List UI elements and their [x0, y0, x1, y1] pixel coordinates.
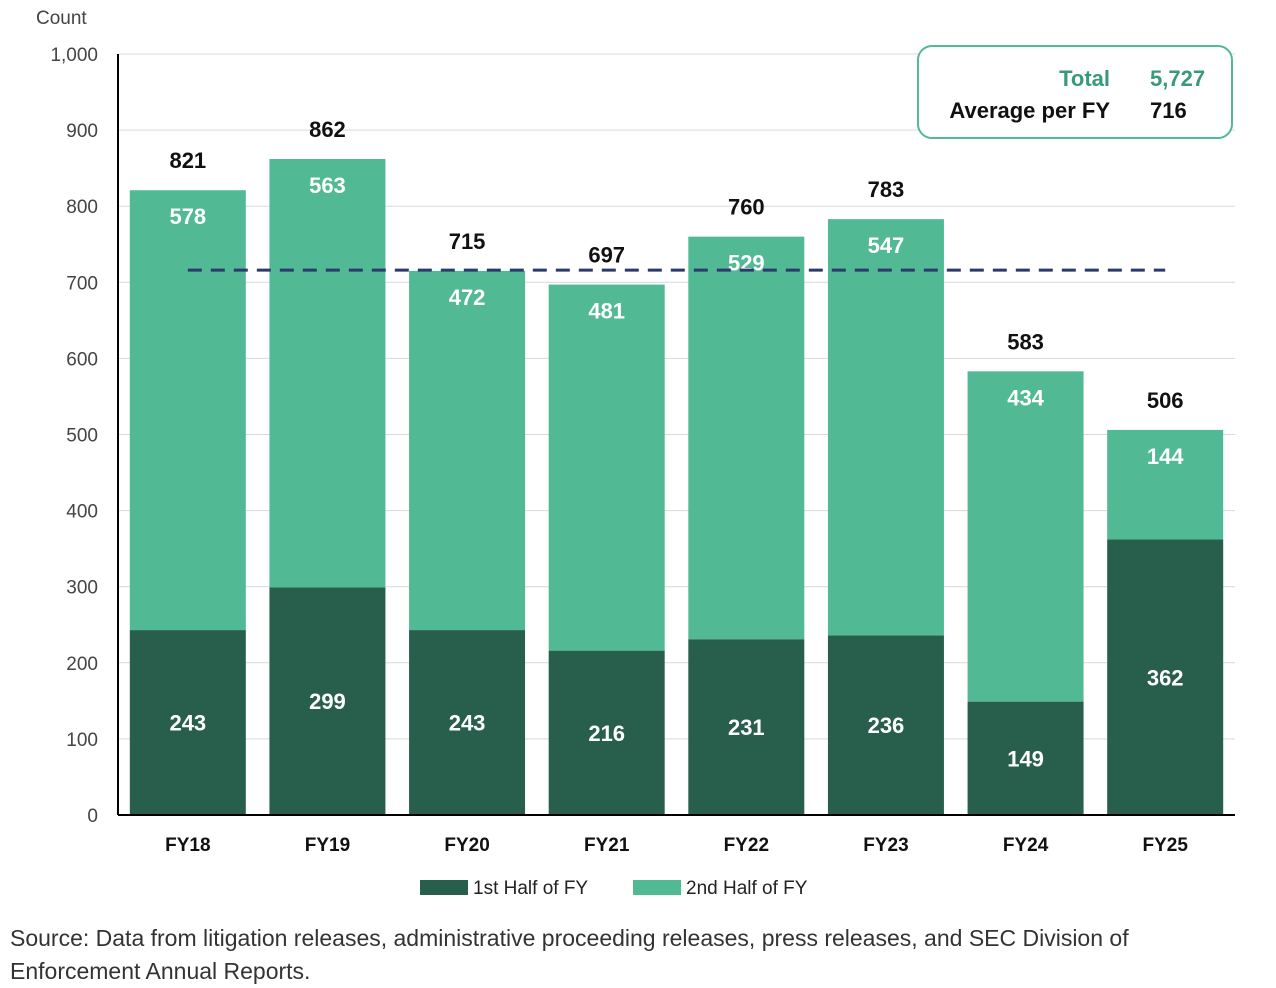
summary-box-frame [917, 45, 1233, 139]
data-label-1st-half: 243 [449, 711, 486, 736]
bar-2nd-half [1107, 429, 1224, 540]
data-label-2nd-half: 434 [1007, 385, 1044, 410]
average-value: 716 [1150, 98, 1187, 123]
x-tick-label: FY19 [305, 835, 350, 856]
data-label-2nd-half: 563 [309, 173, 346, 198]
data-label-2nd-half: 472 [449, 285, 486, 310]
data-label-2nd-half: 578 [169, 204, 206, 229]
x-tick-label: FY25 [1142, 835, 1188, 856]
y-tick-label: 1,000 [50, 45, 98, 66]
bar-1st-half [688, 639, 805, 815]
total-label: 697 [588, 243, 625, 268]
total-label: 862 [309, 117, 346, 142]
y-tick-label: 200 [66, 654, 98, 675]
y-tick-label: 100 [66, 730, 98, 751]
bar-2nd-half [129, 190, 246, 631]
legend-swatch-2nd-half [633, 880, 681, 895]
legend-label-2nd-half: 2nd Half of FY [686, 878, 808, 899]
y-axis: 0 100 200 300 400 500 600 700 800 900 1,000 [50, 45, 119, 827]
bar-1st-half [269, 587, 386, 815]
x-axis: FY18 FY19 FY20 FY21 FY22 FY23 FY24 FY25 [118, 814, 1235, 856]
bar-2nd-half [548, 284, 665, 651]
x-tick-label: FY20 [444, 835, 489, 856]
y-axis-label: Count [36, 8, 87, 29]
total-label: 715 [449, 229, 486, 254]
data-label-2nd-half: 144 [1147, 444, 1184, 469]
data-label-1st-half: 149 [1007, 746, 1044, 771]
y-tick-label: 700 [66, 273, 98, 294]
y-tick-label: 400 [66, 502, 98, 523]
source-note: Source: Data from litigation releases, a… [10, 925, 1129, 984]
y-tick-label: 600 [66, 349, 98, 370]
bar-1st-half [548, 650, 665, 815]
data-label-2nd-half: 547 [868, 233, 905, 258]
data-label-1st-half: 299 [309, 689, 346, 714]
bar-1st-half [1107, 539, 1224, 815]
bar-1st-half [827, 635, 944, 815]
x-tick-label: FY18 [165, 835, 210, 856]
average-label: Average per FY [949, 98, 1110, 123]
total-label: 760 [728, 195, 765, 220]
bar-2nd-half [688, 236, 805, 640]
total-label: 583 [1007, 329, 1044, 354]
data-label-1st-half: 216 [588, 721, 625, 746]
x-tick-label: FY21 [584, 835, 630, 856]
data-label-2nd-half: 529 [728, 251, 765, 276]
data-label-1st-half: 236 [868, 713, 905, 738]
bar-1st-half [129, 630, 246, 815]
total-label: 506 [1147, 388, 1184, 413]
bar-1st-half [409, 630, 526, 815]
data-label-1st-half: 362 [1147, 665, 1184, 690]
bar-1st-half [967, 701, 1084, 815]
total-label: 821 [169, 148, 206, 173]
y-tick-label: 300 [66, 578, 98, 599]
total-value: 5,727 [1150, 66, 1205, 91]
x-tick-label: FY22 [724, 835, 769, 856]
summary-box: Total 5,727 Average per FY 716 [917, 45, 1233, 139]
x-tick-label: FY23 [863, 835, 908, 856]
legend: 1st Half of FY 2nd Half of FY [420, 878, 808, 899]
total-label: 783 [868, 177, 905, 202]
data-label-1st-half: 243 [169, 711, 206, 736]
legend-label-1st-half: 1st Half of FY [473, 878, 588, 899]
bar-2nd-half [967, 371, 1084, 702]
x-tick-label: FY24 [1003, 835, 1049, 856]
bar-2nd-half [269, 159, 386, 588]
data-label-1st-half: 231 [728, 715, 765, 740]
legend-swatch-1st-half [420, 880, 468, 895]
y-tick-label: 500 [66, 426, 98, 447]
bar-2nd-half [827, 219, 944, 636]
bars: 243 578 821 299 563 862 243 472 715 216 481 697 231 5… [129, 117, 1224, 815]
bar-2nd-half [409, 270, 526, 631]
y-tick-label: 800 [66, 197, 98, 218]
data-label-2nd-half: 481 [588, 299, 625, 324]
y-tick-label: 900 [66, 121, 98, 142]
total-label: Total [1059, 66, 1110, 91]
y-tick-label: 0 [87, 806, 98, 827]
